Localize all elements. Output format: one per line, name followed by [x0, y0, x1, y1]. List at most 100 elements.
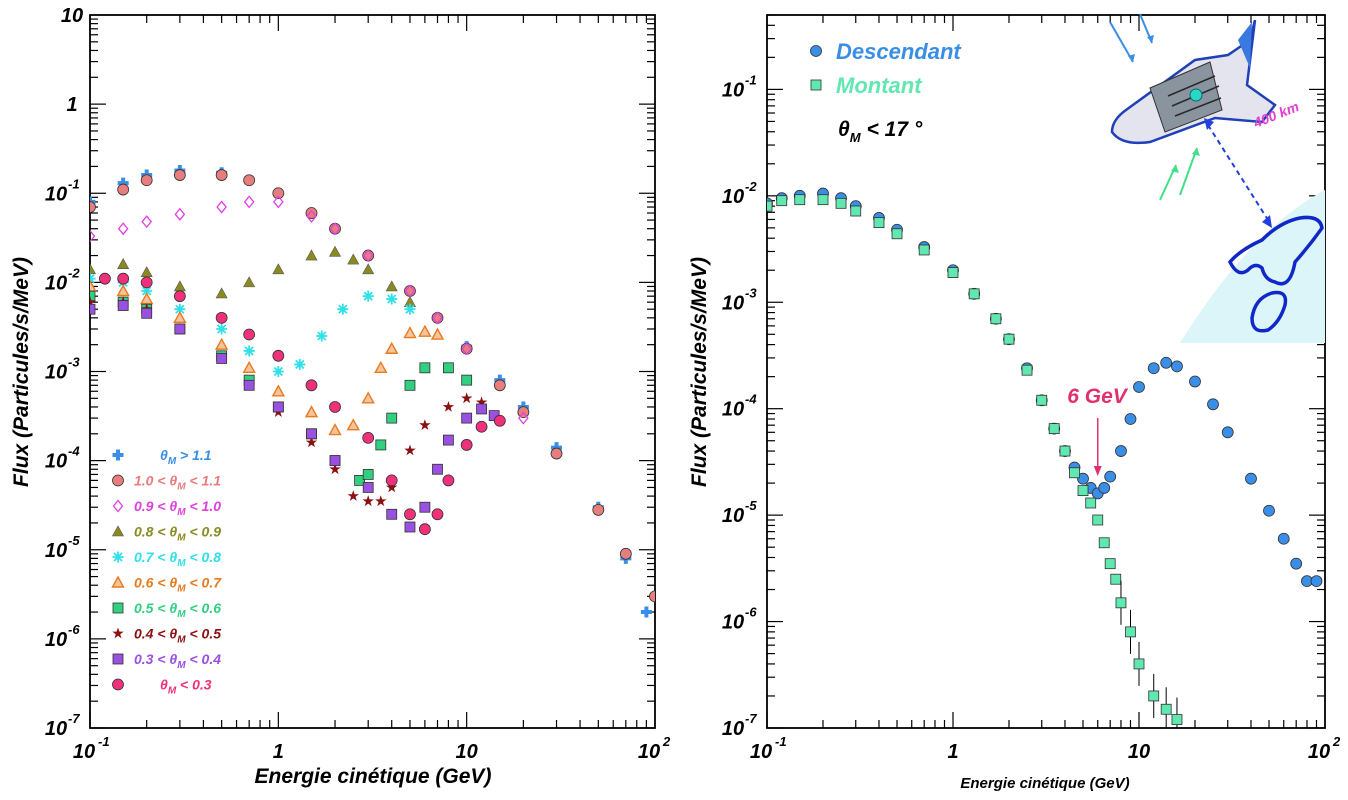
data-point — [475, 420, 488, 433]
data-point — [215, 311, 228, 324]
legend-label-suffix: < 0.4 — [186, 651, 222, 667]
data-point — [1133, 658, 1145, 670]
data-point — [117, 183, 130, 196]
data-point — [1310, 575, 1323, 587]
theta-subscript: M — [177, 482, 186, 493]
theta-symbol: θ — [169, 549, 177, 565]
data-point — [354, 474, 365, 486]
data-point — [404, 379, 416, 391]
legend-marker — [112, 602, 124, 614]
legend-label-prefix: 0.8 < — [134, 524, 169, 540]
x-axis-title: Energie cinétique (GeV) — [960, 775, 1129, 792]
data-point — [306, 428, 317, 440]
data-point — [1160, 356, 1173, 369]
x-tick-exponent: -1 — [775, 734, 787, 749]
data-point — [117, 300, 129, 311]
data-point — [243, 174, 256, 187]
ascending-particle-arrow — [1179, 147, 1198, 196]
data-point — [173, 169, 186, 181]
theta-subscript: M — [177, 635, 186, 646]
data-point — [271, 384, 286, 397]
data-point — [1147, 362, 1160, 375]
data-point — [442, 401, 455, 412]
data-point — [214, 337, 229, 350]
data-point — [385, 341, 399, 354]
data-point — [216, 353, 228, 364]
theta-symbol: θ — [160, 447, 168, 463]
y-tick-label: 10 — [45, 183, 67, 205]
data-point — [361, 391, 375, 404]
theta-subscript: M — [177, 558, 186, 569]
altitude-arrow — [1207, 124, 1269, 221]
data-point — [347, 253, 360, 265]
data-region — [90, 164, 655, 618]
data-point — [117, 177, 129, 189]
y-tick-label: 10 — [45, 451, 67, 473]
data-point — [493, 414, 506, 427]
x-tick-exponent: -1 — [98, 734, 110, 749]
data-point — [817, 194, 829, 206]
ascending-arrowhead — [1192, 148, 1200, 156]
data-point — [316, 330, 328, 342]
theta-subscript: M — [177, 507, 186, 518]
theta-subscript: M — [177, 533, 186, 544]
theta-symbol: θ — [160, 677, 168, 693]
x-tick-label: 1 — [273, 741, 284, 763]
data-point — [990, 313, 1002, 325]
y-tick-exponent: -4 — [745, 392, 757, 407]
x-tick-label: 10 — [456, 741, 478, 763]
legend-marker — [810, 79, 822, 91]
data-point — [329, 463, 341, 475]
x-tick-label: 10 — [750, 741, 772, 763]
data-point — [403, 326, 417, 339]
data-point — [419, 419, 431, 430]
y-tick-exponent: -3 — [68, 355, 80, 370]
data-point — [418, 523, 431, 536]
series-9 — [99, 272, 506, 536]
x-tick-exponent: 2 — [1332, 734, 1341, 749]
data-point — [461, 392, 473, 404]
data-point — [1171, 360, 1183, 373]
data-point — [1021, 364, 1033, 376]
data-point — [1110, 573, 1122, 585]
data-point — [272, 349, 285, 362]
island-outline — [1250, 290, 1288, 333]
data-point — [90, 279, 97, 292]
data-point — [362, 249, 374, 263]
y-tick-label: 10 — [722, 612, 744, 634]
y-tick-label: 10 — [722, 186, 744, 208]
data-point — [432, 463, 443, 475]
data-point — [90, 229, 96, 243]
series-3 — [90, 245, 416, 307]
data-region — [767, 187, 1323, 728]
legend-label: 0.7 < θM < 0.8 — [134, 549, 221, 569]
data-point — [835, 197, 847, 209]
data-point — [891, 228, 903, 240]
data-point — [90, 201, 96, 213]
data-point — [1115, 445, 1127, 457]
data-point — [329, 245, 342, 257]
theta-subscript: M — [177, 609, 186, 620]
legend-label-prefix: 0.5 < — [134, 600, 169, 616]
y-tick-label: 10 — [45, 362, 67, 384]
theta-subscript: M — [168, 686, 177, 697]
data-point — [432, 311, 443, 325]
data-point — [216, 200, 227, 214]
detector-module — [1189, 88, 1203, 102]
data-point — [385, 280, 398, 292]
data-point — [550, 447, 563, 460]
data-point — [461, 412, 473, 424]
shuttle-illustration: 400 km — [1109, 13, 1325, 343]
legend-label-suffix: > 1.1 — [176, 447, 212, 463]
data-point — [968, 288, 980, 300]
data-point — [294, 358, 306, 370]
data-point — [305, 379, 318, 392]
y-axis-title: Flux (Particules/s/MeV) — [688, 257, 711, 487]
data-point — [90, 263, 97, 275]
legend-label: 0.3 < θM < 0.4 — [134, 651, 221, 671]
data-point — [117, 272, 130, 285]
data-point — [90, 290, 96, 302]
legend-marker — [112, 474, 124, 487]
payload-bay — [1149, 61, 1223, 133]
legend-label-suffix: < 0.6 — [186, 600, 222, 616]
